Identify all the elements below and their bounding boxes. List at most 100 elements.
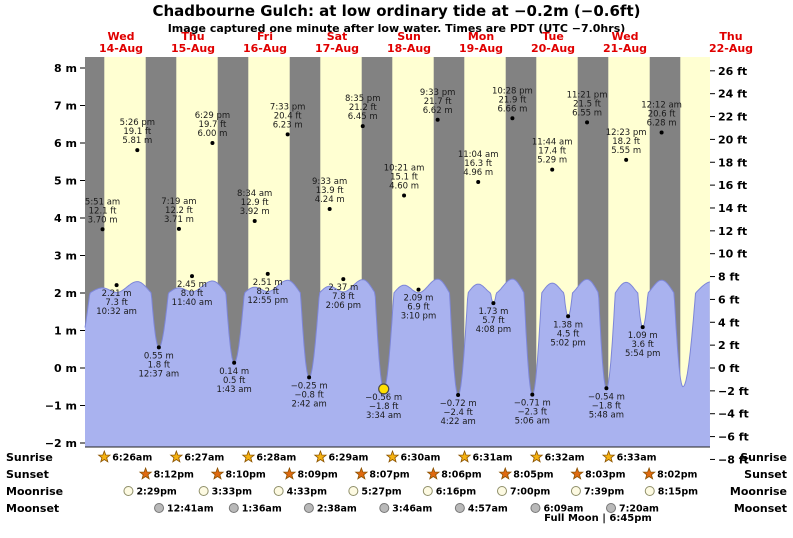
sunrise-time: 6:29am — [328, 453, 368, 464]
moonset-time: 3:46am — [392, 504, 432, 515]
sunrise-time: 6:27am — [184, 453, 224, 464]
axis-label-ft: −2 ft — [718, 385, 749, 398]
sunset-time: 8:05pm — [513, 470, 553, 481]
axis-label-ft: −6 ft — [718, 431, 749, 444]
sunrise-icon — [241, 449, 256, 463]
axis-label-ft: 0 ft — [718, 362, 740, 375]
moonrise-time: 8:15pm — [658, 487, 698, 498]
day-label: Sat 17-Aug — [315, 30, 359, 55]
sunset-icon — [426, 466, 441, 480]
tide-annotation: −0.56 m −1.8 ft 3:34 am — [365, 383, 402, 421]
axis-label-ft: −8 ft — [718, 453, 749, 466]
tide-annotation-text: 9:33 pm 21.7 ft 6.62 m — [420, 88, 455, 116]
tide-annotation: 11:21 pm 21.5 ft 6.55 m — [567, 90, 608, 125]
tide-point-dot — [100, 227, 105, 232]
tide-point-dot — [252, 219, 257, 223]
tide-annotation-text: 2.09 m 6.9 ft 3:10 pm — [401, 294, 436, 322]
tide-annotation-text: 1.73 m 5.7 ft 4:08 pm — [476, 307, 511, 335]
moonrise-icon — [570, 486, 581, 496]
tide-annotation-text: −0.56 m −1.8 ft 3:34 am — [365, 393, 402, 421]
tide-point-dot — [416, 287, 421, 292]
tide-point-dot — [585, 120, 590, 125]
tide-point-dot — [135, 148, 140, 153]
tide-annotation: 1.73 m 5.7 ft 4:08 pm — [476, 301, 511, 335]
tide-annotation-text: 5:26 pm 19.1 ft 5.81 m — [120, 118, 155, 146]
tide-annotation-text: 1.38 m 4.5 ft 5:02 pm — [550, 320, 585, 348]
tide-annotation: −0.54 m −1.8 ft 5:48 am — [588, 386, 625, 420]
tide-point-dot — [341, 277, 346, 282]
axis-label-ft: 18 ft — [718, 156, 747, 169]
sunset-time: 8:09pm — [297, 470, 337, 481]
tide-annotation: 11:04 am 16.3 ft 4.96 m — [458, 150, 499, 184]
tide-point-dot — [265, 271, 270, 276]
tide-annotation: 6:29 pm 19.7 ft 6.00 m — [195, 111, 230, 145]
moonrise-time: 4:33pm — [287, 487, 327, 498]
tide-annotation-text: 2.37 m 7.8 ft 2:06 pm — [326, 283, 361, 311]
sunrise-icon — [601, 449, 616, 463]
tide-point-dot — [435, 117, 440, 122]
axis-label-ft: 22 ft — [718, 111, 747, 124]
tide-annotation: 2.51 m 8.2 ft 12:55 pm — [247, 271, 288, 306]
tide-point-dot — [327, 207, 332, 211]
axis-label-m: 2 m — [54, 287, 77, 300]
moonrise-icon — [273, 486, 284, 496]
tide-annotation-text: 1.09 m 3.6 ft 5:54 pm — [625, 331, 660, 359]
moonset-icon — [530, 503, 541, 513]
day-label: Thu 22-Aug — [709, 30, 753, 55]
tide-annotation: 10:21 am 15.1 ft 4.60 m — [384, 164, 425, 198]
tide-point-dot — [190, 274, 194, 279]
sunrise-time: 6:26am — [112, 453, 152, 464]
tide-annotation-text: 6:29 pm 19.7 ft 6.00 m — [195, 111, 230, 139]
sunset-icon — [210, 466, 225, 480]
moonrise-row-label-right: Moonrise — [730, 485, 787, 498]
tide-annotation-text: 7:33 pm 20.4 ft 6.23 m — [270, 102, 305, 130]
tide-annotation: 9:33 pm 21.7 ft 6.62 m — [420, 88, 455, 122]
axis-label-ft: 8 ft — [718, 271, 740, 284]
tide-annotation: 8:34 am 12.9 ft 3.92 m — [237, 189, 272, 223]
tide-point-dot — [114, 283, 119, 288]
tide-annotation-text: 11:44 am 17.4 ft 5.29 m — [532, 138, 573, 166]
tide-point-dot — [307, 375, 312, 380]
tide-point-dot — [156, 345, 161, 350]
moonset-icon — [454, 503, 465, 513]
moonset-icon — [154, 503, 165, 513]
tide-point-dot — [176, 226, 181, 231]
sunset-icon — [138, 466, 153, 480]
sunset-row-label-left: Sunset — [6, 468, 49, 481]
tide-annotation: 12:12 am 20.6 ft 6.28 m — [641, 101, 682, 135]
tide-annotation-text: 10:21 am 15.1 ft 4.60 m — [384, 164, 425, 192]
moonrise-icon — [348, 486, 359, 496]
sunrise-icon — [529, 449, 544, 463]
tide-annotation-text: 0.14 m 0.5 ft 1:43 am — [217, 367, 252, 395]
moonset-time: 12:41am — [167, 504, 214, 515]
moonrise-icon — [123, 486, 134, 496]
tide-annotation-text: 8:35 pm 21.2 ft 6.45 m — [345, 94, 380, 122]
tide-point-dot — [285, 132, 290, 137]
sunset-time: 8:12pm — [154, 470, 194, 481]
moonrise-icon — [198, 486, 209, 496]
tide-annotation-text: 5:51 am 12.1 ft 3.70 m — [85, 197, 120, 225]
sunrise-time: 6:33am — [617, 453, 657, 464]
tide-annotation-text: 2.21 m 7.3 ft 10:32 am — [96, 289, 137, 317]
axis-label-ft: 14 ft — [718, 202, 747, 215]
tide-annotation-text: 8:34 am 12.9 ft 3.92 m — [237, 189, 272, 217]
axis-label-ft: 6 ft — [718, 293, 740, 306]
sunrise-icon — [385, 449, 400, 463]
axis-label-ft: 26 ft — [718, 65, 747, 78]
axis-label-ft: 16 ft — [718, 179, 747, 192]
axis-label-ft: 4 ft — [718, 316, 740, 329]
tide-annotation-text: 11:21 pm 21.5 ft 6.55 m — [567, 90, 608, 118]
moonset-time: 1:36am — [242, 504, 282, 515]
tide-annotation: 5:26 pm 19.1 ft 5.81 m — [120, 118, 155, 153]
tide-point-dot — [640, 325, 645, 330]
sunset-time: 8:02pm — [657, 470, 697, 481]
tide-point-dot — [659, 130, 664, 135]
tide-annotation: 2.37 m 7.8 ft 2:06 pm — [326, 277, 361, 311]
tide-annotation-text: 12:12 am 20.6 ft 6.28 m — [641, 101, 682, 129]
tide-annotation: 2.09 m 6.9 ft 3:10 pm — [401, 287, 436, 322]
tide-annotation: 8:35 pm 21.2 ft 6.45 m — [345, 94, 380, 129]
sunrise-time: 6:28am — [256, 453, 296, 464]
moonset-time: 7:20am — [619, 504, 659, 515]
tide-annotation: 0.55 m 1.8 ft 12:37 am — [139, 345, 179, 379]
moonset-row-label-right: Moonset — [734, 502, 787, 515]
